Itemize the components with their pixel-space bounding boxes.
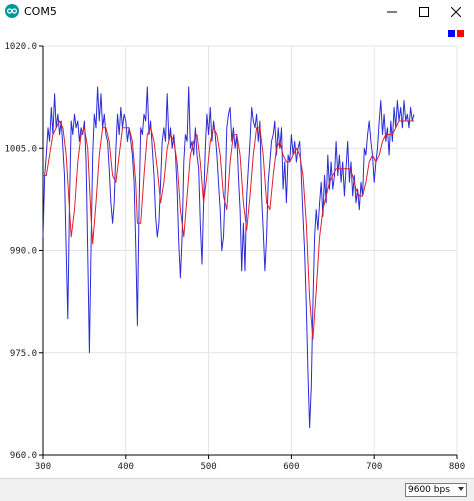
title-bar: COM5 <box>0 0 474 24</box>
close-button[interactable] <box>434 0 474 24</box>
baud-rate-value: 9600 bps <box>408 485 450 495</box>
minimize-button[interactable] <box>370 0 414 24</box>
close-icon <box>451 7 461 17</box>
x-tick-label: 700 <box>366 462 382 472</box>
y-tick-label: 960.0 <box>10 451 37 461</box>
y-tick-label: 1020.0 <box>4 42 37 52</box>
x-tick-label: 400 <box>118 462 134 472</box>
maximize-icon <box>419 7 429 17</box>
x-tick-label: 500 <box>200 462 216 472</box>
y-tick-label: 975.0 <box>10 349 37 359</box>
series-line-1 <box>42 86 415 429</box>
grid <box>43 45 458 455</box>
legend-swatch-2 <box>457 30 464 37</box>
y-tick-label: 990.0 <box>10 247 37 257</box>
legend-swatch-1 <box>448 30 455 37</box>
y-tick-label: 1005.0 <box>4 144 37 154</box>
maximize-button[interactable] <box>402 0 446 24</box>
legend <box>448 30 464 37</box>
chevron-down-icon <box>458 487 464 491</box>
x-tick-label: 600 <box>283 462 299 472</box>
baud-rate-select[interactable]: 9600 bps <box>405 483 467 497</box>
axes <box>39 45 458 459</box>
window-title: COM5 <box>24 5 57 18</box>
arduino-logo-icon <box>5 4 19 18</box>
x-tick-label: 300 <box>35 462 51 472</box>
x-tick-label: 800 <box>449 462 465 472</box>
minimize-icon <box>387 11 397 13</box>
series-line-2 <box>43 120 414 340</box>
status-bar: 9600 bps <box>0 478 474 501</box>
series-lines <box>42 86 415 429</box>
